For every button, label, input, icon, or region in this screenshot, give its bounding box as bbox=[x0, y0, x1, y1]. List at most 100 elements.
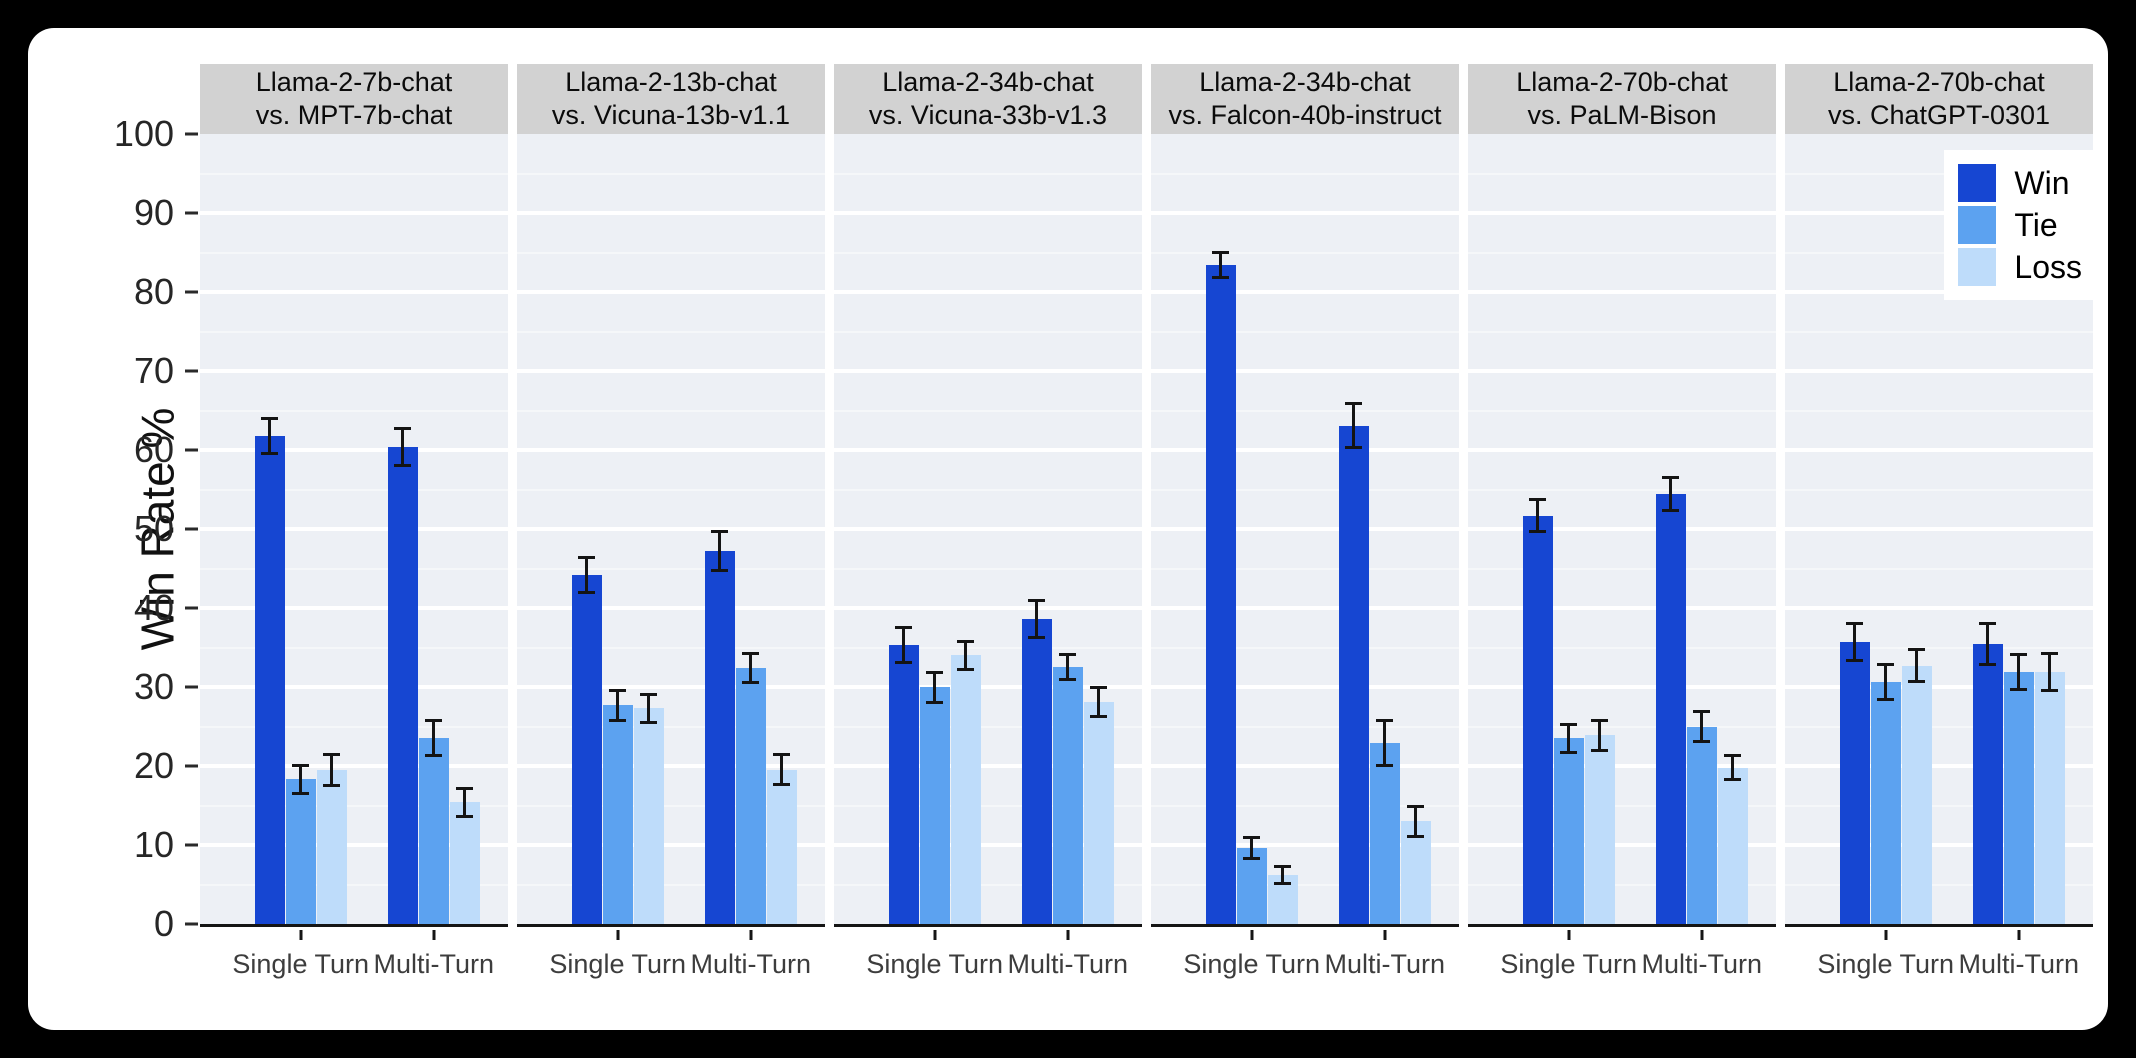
error-bar-cap bbox=[1560, 722, 1578, 726]
gridline-major bbox=[1468, 527, 1776, 531]
gridline-major bbox=[1785, 290, 2093, 294]
legend-item: Tie bbox=[1958, 204, 2082, 246]
error-bar bbox=[463, 788, 467, 817]
gridline-minor bbox=[1785, 330, 2093, 333]
gridline-major bbox=[1468, 369, 1776, 373]
facet-header: Llama-2-70b-chat vs. PaLM-Bison bbox=[1468, 64, 1776, 134]
error-bar bbox=[1219, 252, 1223, 278]
error-bar bbox=[1035, 600, 1039, 638]
error-bar-cap bbox=[1090, 714, 1108, 718]
error-bar bbox=[1700, 711, 1704, 742]
legend-label: Tie bbox=[2014, 206, 2058, 243]
gridline-minor bbox=[834, 567, 1142, 570]
panel-x-axis: Single Turn Multi-Turn bbox=[517, 927, 825, 997]
error-bar bbox=[1352, 403, 1356, 448]
gridline-major bbox=[200, 290, 508, 294]
error-bar-cap bbox=[1724, 777, 1742, 781]
error-bar bbox=[1281, 866, 1285, 884]
error-bar bbox=[2017, 654, 2021, 690]
error-bar bbox=[1383, 720, 1387, 766]
facet-title-line1: Llama-2-13b-chat bbox=[565, 67, 777, 97]
facet-header: Llama-2-34b-chat vs. Falcon-40b-instruct bbox=[1151, 64, 1459, 134]
error-bar-cap bbox=[1376, 719, 1394, 723]
gridline-minor bbox=[1151, 646, 1459, 649]
error-bar-cap bbox=[773, 783, 791, 787]
y-tick-mark bbox=[185, 448, 198, 452]
error-bar-cap bbox=[456, 815, 474, 819]
y-tick-label: 50 bbox=[133, 508, 174, 549]
gridline-minor bbox=[517, 567, 825, 570]
error-bar-cap bbox=[425, 719, 443, 723]
facet-title-line2: vs. MPT-7b-chat bbox=[255, 100, 453, 130]
error-bar-cap bbox=[2010, 687, 2028, 691]
error-bar bbox=[902, 627, 906, 663]
gridline-major bbox=[1151, 685, 1459, 689]
error-bar-cap bbox=[1846, 658, 1864, 662]
x-tick-label: Multi-Turn bbox=[690, 949, 812, 979]
error-bar-cap bbox=[1662, 509, 1680, 513]
gridline-minor bbox=[1785, 725, 2093, 728]
error-bar-cap bbox=[1059, 653, 1077, 657]
gridline-minor bbox=[200, 409, 508, 412]
gridline-major bbox=[1785, 843, 2093, 847]
error-bar bbox=[2048, 653, 2052, 691]
error-bar-cap bbox=[895, 661, 913, 665]
error-bar-cap bbox=[1028, 635, 1046, 639]
error-bar-cap bbox=[1877, 663, 1895, 667]
x-tick-label: Multi-Turn bbox=[1958, 949, 2080, 979]
panel-plot bbox=[834, 134, 1142, 927]
error-bar bbox=[1250, 837, 1254, 859]
facet-panel: Llama-2-13b-chat vs. Vicuna-13b-v1.1 Sin… bbox=[517, 64, 825, 997]
error-bar-cap bbox=[425, 754, 443, 758]
y-tick-label: 90 bbox=[133, 192, 174, 233]
error-bar-cap bbox=[261, 451, 279, 455]
error-bar bbox=[1066, 654, 1070, 680]
bar-tie bbox=[735, 668, 766, 924]
error-bar bbox=[299, 765, 303, 794]
gridline-minor bbox=[1468, 330, 1776, 333]
bar-tie bbox=[1870, 682, 1901, 924]
error-bar-cap bbox=[609, 688, 627, 692]
error-bar-cap bbox=[711, 529, 729, 533]
bar-loss bbox=[1901, 665, 1932, 924]
x-tick-mark bbox=[616, 930, 620, 940]
x-tick-label: Multi-Turn bbox=[1324, 949, 1446, 979]
bar-tie bbox=[1553, 738, 1584, 924]
gridline-minor bbox=[1785, 172, 2093, 175]
gridline-minor bbox=[517, 409, 825, 412]
error-bar-cap bbox=[1693, 710, 1711, 713]
gridline-major bbox=[834, 527, 1142, 531]
y-tick-label: 40 bbox=[133, 587, 174, 628]
y-tick-mark bbox=[185, 764, 198, 768]
gridline-minor bbox=[834, 330, 1142, 333]
gridline-minor bbox=[200, 330, 508, 333]
bar-loss bbox=[1584, 735, 1615, 924]
error-bar-cap bbox=[1662, 476, 1680, 480]
gridline-major bbox=[834, 764, 1142, 768]
facet-title-line2: vs. PaLM-Bison bbox=[1527, 100, 1717, 130]
gridline-minor bbox=[200, 883, 508, 886]
gridline-major bbox=[1468, 211, 1776, 215]
y-tick-mark bbox=[185, 685, 198, 689]
facet-title-line1: Llama-2-70b-chat bbox=[1833, 67, 2045, 97]
gridline-minor bbox=[200, 804, 508, 807]
bar-win bbox=[1972, 643, 2003, 924]
gridline-minor bbox=[200, 646, 508, 649]
error-bar-cap bbox=[1212, 276, 1230, 280]
gridline-minor bbox=[1785, 488, 2093, 491]
gridline-minor bbox=[1785, 567, 2093, 570]
gridline-major bbox=[834, 290, 1142, 294]
gridline-major bbox=[517, 685, 825, 689]
facet-title-line1: Llama-2-7b-chat bbox=[255, 67, 453, 97]
bar-win bbox=[1021, 619, 1052, 924]
legend-label: Loss bbox=[2014, 248, 2082, 285]
error-bar-cap bbox=[742, 680, 760, 684]
error-bar bbox=[647, 694, 651, 723]
gridline-major bbox=[517, 843, 825, 847]
gridline-major bbox=[1151, 764, 1459, 768]
error-bar-cap bbox=[292, 763, 310, 767]
x-tick-mark bbox=[933, 930, 937, 940]
error-bar-cap bbox=[1345, 401, 1363, 405]
bar-win bbox=[571, 574, 602, 924]
panel-x-axis: Single Turn Multi-Turn bbox=[1468, 927, 1776, 997]
